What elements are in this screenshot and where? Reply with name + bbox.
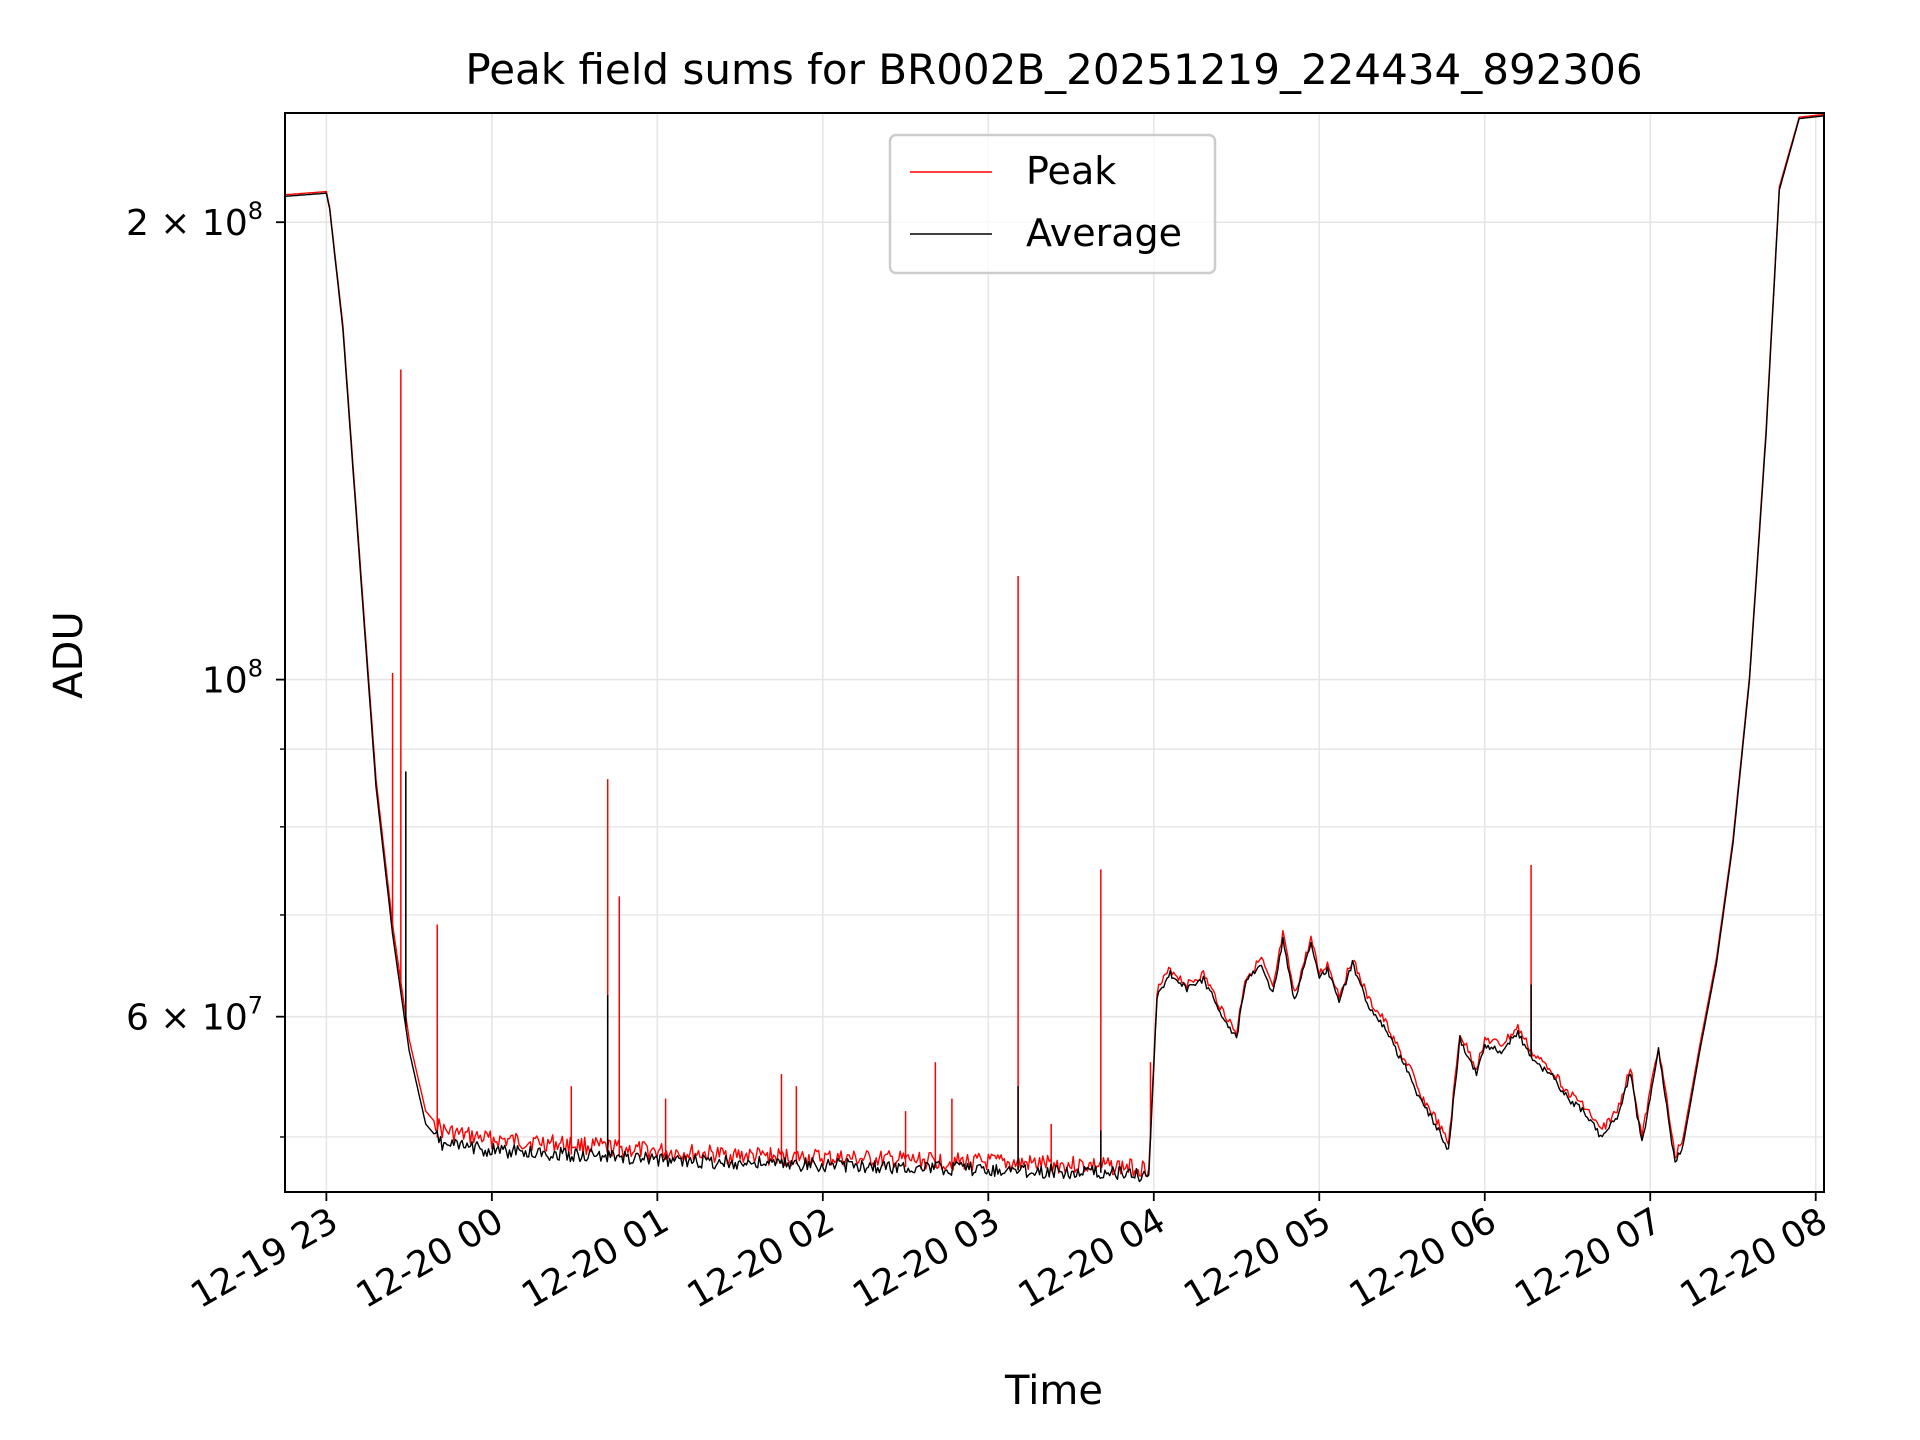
grid xyxy=(285,113,1824,1192)
chart-title: Peak field sums for BR002B_20251219_2244… xyxy=(465,45,1642,94)
y-tick-label: 6 × 107 xyxy=(126,992,263,1039)
y-axis-label: ADU xyxy=(46,611,92,698)
legend-box xyxy=(888,133,1217,275)
series-line-average xyxy=(284,115,1825,1183)
legend-label-average: Average xyxy=(1026,211,1182,255)
x-axis-label: Time xyxy=(1004,1368,1103,1414)
y-tick-label: 108 xyxy=(202,655,263,702)
series-line-peak xyxy=(284,113,1825,1178)
legend-label-peak: Peak xyxy=(1026,149,1116,193)
legend: Peak Average xyxy=(888,133,1217,275)
y-tick-label: 2 × 108 xyxy=(126,197,263,244)
average-spikes xyxy=(405,771,1532,1173)
plot-frame xyxy=(284,112,1825,1193)
series-layer xyxy=(284,113,1825,1183)
